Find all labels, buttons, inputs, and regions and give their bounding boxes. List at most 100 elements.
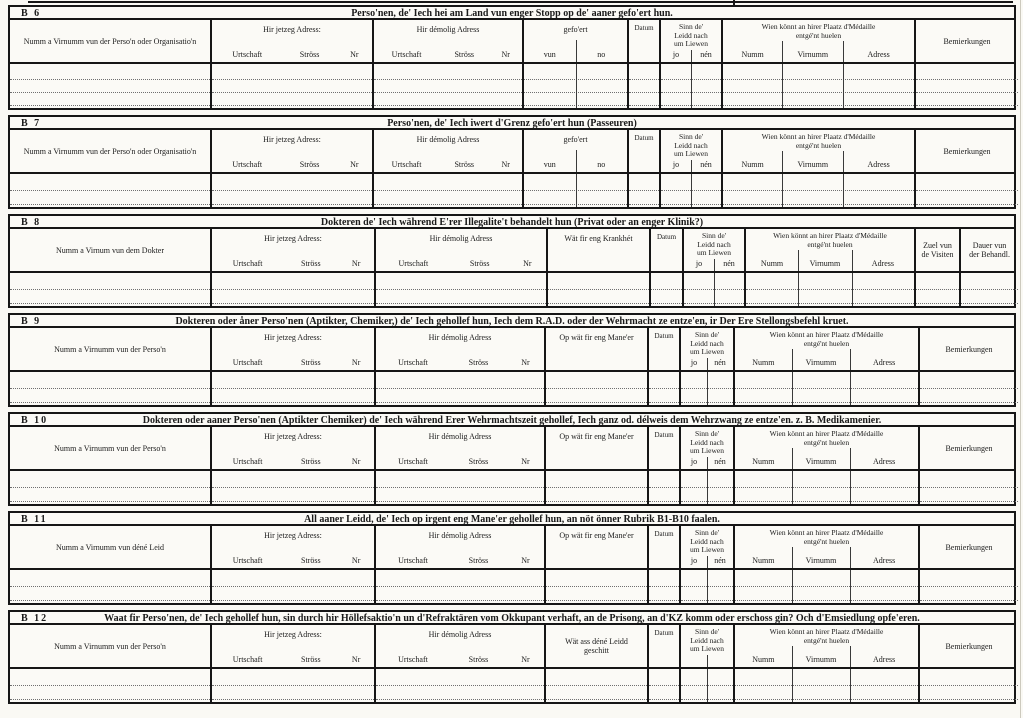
sub-label: vun xyxy=(543,50,556,59)
sub-label: nén xyxy=(700,50,712,59)
section-title-row: B 9 Dokteren oder åner Perso'nen (Aptikte… xyxy=(10,315,1014,328)
header-label: Bemierkungen xyxy=(916,130,1018,172)
header-label: Datum xyxy=(654,431,674,439)
header-label: Hir démolig Adress xyxy=(416,135,480,144)
sub-label: Nr xyxy=(351,259,361,268)
sub-label: Numm xyxy=(752,457,775,466)
column-header-top: Datum xyxy=(649,229,682,271)
sub-label: Virnumm xyxy=(809,259,841,268)
dotted-writing-line xyxy=(10,191,210,205)
column-subdivider xyxy=(575,64,577,108)
column-header-center: Bemierkungen xyxy=(914,130,1018,172)
stack-sublabels: Numm Virnumm Adress xyxy=(735,457,918,466)
data-column xyxy=(733,669,918,702)
dotted-writing-line xyxy=(649,375,679,389)
sub-label: Virnumm xyxy=(797,160,829,169)
sub-label: jo xyxy=(690,358,698,367)
sub-label: Urtschaft xyxy=(232,457,263,466)
dotted-writing-line xyxy=(10,276,210,290)
header-label: Datum xyxy=(654,629,674,637)
dotted-writing-line xyxy=(735,672,918,686)
header-label-line: Wät ass déné Leidd xyxy=(565,637,628,646)
section-header-row: Numm a Virnumm vun der Perso'n Hir jetzeg… xyxy=(10,625,1014,669)
dotted-writing-line xyxy=(649,587,679,601)
header-label-line: entgé'nt huelen xyxy=(795,30,842,40)
column-subdivider xyxy=(791,646,793,667)
header-label-line: Sinn de' xyxy=(678,22,704,31)
data-column xyxy=(647,570,679,603)
header-label-lines: Wien könnt an hirer Plaatz d'Médaille ent… xyxy=(735,627,918,645)
data-column xyxy=(10,273,210,306)
column-subdivider xyxy=(798,250,800,271)
header-label: Zuel vun de Visiten xyxy=(916,229,959,271)
header-label-lines: Wien könnt an hirer Plaatz d'Médaille ent… xyxy=(735,330,918,348)
column-header-addr: Hir jetzeg Adress: Urtschaft Ströss Nr xyxy=(210,130,372,172)
header-label-lines: Wien könnt an hirer Plaatz d'Médaille ent… xyxy=(746,231,914,249)
column-subdivider xyxy=(707,655,708,667)
column-subdivider xyxy=(850,349,852,370)
sub-label: Nr xyxy=(501,50,510,59)
header-label-line: entgé'nt huelen xyxy=(803,437,850,447)
dotted-writing-line xyxy=(10,587,210,601)
sub-label: Ströss xyxy=(454,160,475,169)
header-label-line: um Liewen xyxy=(690,644,724,653)
column-header-top: Datum xyxy=(647,625,679,667)
dotted-writing-line xyxy=(212,276,374,290)
header-label-line: Zuel vun xyxy=(923,241,952,250)
header-label-line: Leidd nach xyxy=(690,635,724,645)
column-subdivider xyxy=(791,570,793,603)
dotted-writing-line xyxy=(920,488,1018,502)
section-title: All aaner Leidd, de' Iech op irgent eng … xyxy=(304,514,720,525)
sub-label: Virnumm xyxy=(805,457,837,466)
header-label: Hir jetzeg Adress: xyxy=(264,234,322,243)
header-label-line: Leidd nach xyxy=(697,239,731,249)
header-label-line: Sinn de' xyxy=(694,429,720,438)
data-column xyxy=(918,471,1018,504)
section-b10: B 10 Dokteren oder aaner Perso'nen (Aptik… xyxy=(8,412,1018,506)
dotted-writing-line xyxy=(376,276,546,290)
column-header-top: Datum xyxy=(647,427,679,469)
sub-label: Nr xyxy=(501,160,510,169)
column-header-top: Wät fir eng Krankhét xyxy=(546,229,649,271)
section-body xyxy=(10,471,1018,504)
header-label: Op wät fir eng Mane'er xyxy=(559,432,634,441)
sub-label: Ströss xyxy=(299,50,320,59)
dotted-writing-line xyxy=(920,474,1018,488)
data-column xyxy=(210,471,374,504)
dotted-writing-line xyxy=(374,67,522,80)
dotted-writing-line xyxy=(546,375,647,389)
sub-label: Ströss xyxy=(468,358,489,367)
data-column xyxy=(374,273,546,306)
dotted-writing-line xyxy=(212,672,374,686)
header-label-line: Sinn de' xyxy=(701,231,727,240)
dotted-writing-line xyxy=(629,191,659,205)
column-header-addr: Hir démolig Adress Urtschaft Ströss Nr xyxy=(372,130,522,172)
column-header-stack: Sinn de' Leidd nach um Liewen jo nén xyxy=(659,20,721,62)
column-header-addr: Hir démolig Adress Urtschaft Ströss Nr xyxy=(374,328,544,370)
sub-label: Ströss xyxy=(301,358,321,367)
column-header-center: Bemierkungen xyxy=(918,328,1018,370)
column-subdivider xyxy=(782,151,784,172)
dotted-writing-line xyxy=(629,177,659,191)
dotted-writing-line xyxy=(916,93,1018,106)
data-column xyxy=(374,570,544,603)
column-subdivider xyxy=(791,448,793,469)
section-b12: B 12 Waat fir Perso'nen, de' Iech geholle… xyxy=(8,610,1018,704)
dotted-writing-line xyxy=(649,573,679,587)
section-header-row: Numm a Virnum vun dem Dokter Hir jetzeg A… xyxy=(10,229,1014,273)
sub-label: Urtschaft xyxy=(232,160,263,169)
header-label-lines: Sinn de' Leidd nach um Liewen xyxy=(681,429,733,456)
dotted-writing-line xyxy=(920,573,1018,587)
address-sublabels: Urtschaft Ströss Nr xyxy=(374,50,522,59)
column-subdivider xyxy=(707,457,708,469)
stack-sublabels: Numm Virnumm Adress xyxy=(723,50,914,59)
sub-label: Adress xyxy=(867,50,890,59)
sub-label: Nr xyxy=(521,358,530,367)
address-sublabels: Urtschaft Ströss Nr xyxy=(212,50,372,59)
column-header-stack: Sinn de' Leidd nach um Liewen jo nén xyxy=(682,229,744,271)
dotted-writing-line xyxy=(376,587,544,601)
data-column xyxy=(647,669,679,702)
sub-label: Nr xyxy=(351,556,361,565)
header-label: Datum xyxy=(654,332,674,340)
dotted-writing-line xyxy=(10,93,210,106)
